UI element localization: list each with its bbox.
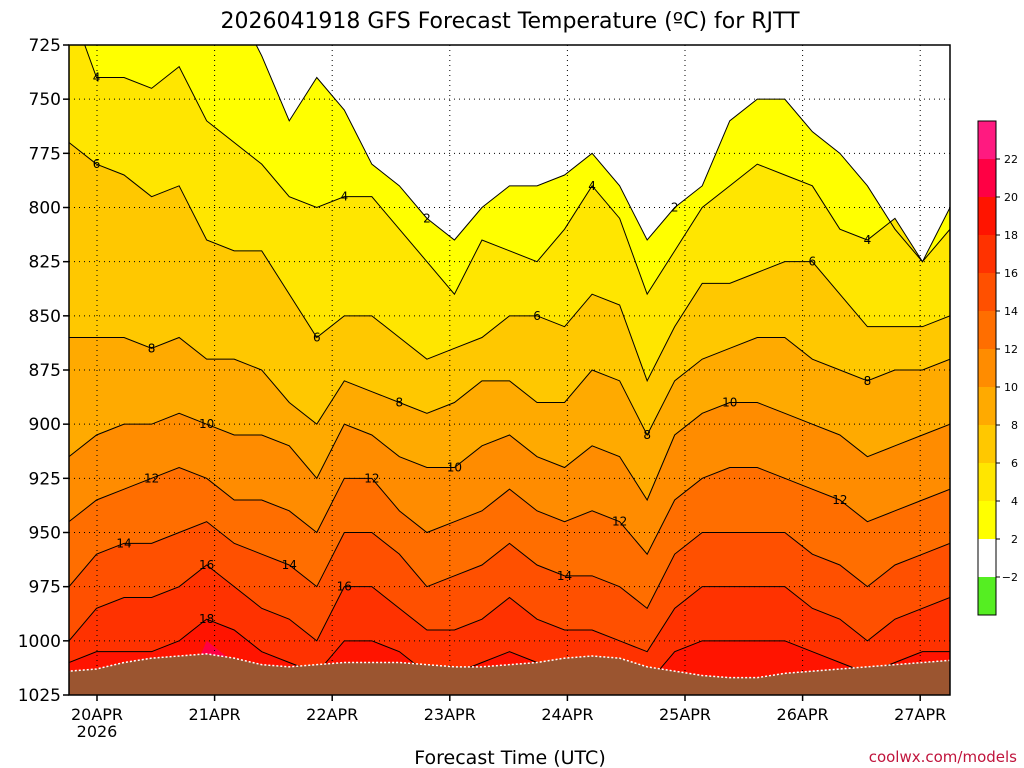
legend-frame — [977, 120, 997, 616]
y-tick-925: 925 — [29, 469, 61, 489]
y-axis: 725 750 775 800 825 850 875 900 925 950 975 1000 102… — [18, 36, 69, 706]
contour-label-8: 8 — [148, 341, 156, 355]
contour-label-10: 10 — [447, 461, 462, 475]
legend-swatch-8_to_10 — [978, 387, 996, 425]
x-tick-20APR: 20APR — [71, 705, 123, 724]
contour-label-2: 2 — [671, 201, 679, 215]
contour-label-8: 8 — [396, 396, 404, 410]
ground-surface — [69, 653, 950, 695]
contour-label-6: 6 — [809, 255, 817, 269]
contour-label-10: 10 — [722, 396, 737, 410]
x-tick-26APR: 26APR — [777, 705, 829, 724]
isotherm-t_10 — [69, 402, 950, 502]
legend-swatch-20_to_22 — [978, 159, 996, 197]
legend-label-9: 4 — [1011, 495, 1018, 508]
contour-label-8: 8 — [643, 428, 651, 442]
ground-fill — [69, 653, 950, 695]
grid-lines — [69, 45, 950, 695]
legend-label-10: 2 — [1011, 533, 1018, 546]
x-tick-22APR: 22APR — [306, 705, 358, 724]
contour-label-4: 4 — [864, 233, 872, 247]
contour-label-16: 16 — [199, 558, 214, 572]
contour-labels: 2 2 4 4 4 4 6 6 6 6 8 8 8 8 10 10 10 12 12 12 12 14 14 14 16 16 18 — [93, 71, 872, 627]
legend-swatch-10_to_12 — [978, 349, 996, 387]
isotherm-t_4 — [84, 45, 950, 296]
contour-label-12: 12 — [832, 493, 847, 507]
isotherm-t_16 — [69, 564, 950, 653]
x-tick-27APR: 27APR — [894, 705, 946, 724]
x-tick-25APR: 25APR — [659, 705, 711, 724]
y-tick-750: 750 — [29, 90, 61, 110]
legend-swatch-16_to_18 — [978, 235, 996, 273]
legend-swatch--2_to_2 — [978, 539, 996, 577]
temperature-bands — [69, 45, 950, 695]
contour-label-18: 18 — [199, 612, 214, 626]
contour-label-14: 14 — [282, 558, 297, 572]
y-tick-825: 825 — [29, 253, 61, 273]
isotherm-t_8 — [69, 336, 950, 437]
legend-label-0: 22 — [1004, 153, 1018, 166]
legend-label-7: 8 — [1011, 419, 1018, 432]
legend-label-11: −2 — [1002, 571, 1018, 584]
contour-label-6: 6 — [93, 157, 101, 171]
isotherm-t_18 — [69, 618, 950, 685]
credit-text: coolwx.com/models — [869, 748, 1017, 766]
contour-label-14: 14 — [557, 569, 572, 583]
color-legend: 22 20 18 16 14 12 10 8 6 4 2 −2 — [977, 120, 1018, 616]
legend-swatch-6_to_8 — [978, 425, 996, 463]
contour-label-6: 6 — [313, 331, 321, 345]
legend-swatch-14_to_16 — [978, 273, 996, 311]
y-tick-900: 900 — [29, 415, 61, 435]
legend-swatch-4_to_6 — [978, 463, 996, 501]
chart-title: 2026041918 GFS Forecast Temperature (ºC)… — [220, 9, 800, 34]
contour-label-12: 12 — [144, 471, 159, 485]
plot-area — [69, 45, 950, 695]
legend-label-8: 6 — [1011, 457, 1018, 470]
x-axis: 20APR 21APR 22APR 23APR 24APR 25APR 26APR 27APR — [71, 695, 946, 724]
x-tick-24APR: 24APR — [541, 705, 593, 724]
contour-label-10: 10 — [199, 417, 214, 431]
y-tick-1025: 1025 — [18, 686, 61, 706]
legend-label-5: 12 — [1004, 343, 1018, 356]
contour-label-16: 16 — [337, 580, 352, 594]
contour-label-2: 2 — [423, 211, 431, 225]
y-tick-800: 800 — [29, 199, 61, 219]
x-axis-year: 2026 — [77, 722, 118, 741]
legend-swatch-18_to_20 — [978, 197, 996, 235]
contour-label-4: 4 — [93, 71, 101, 85]
y-tick-1000: 1000 — [18, 632, 61, 652]
y-tick-975: 975 — [29, 578, 61, 598]
legend-label-6: 10 — [1004, 381, 1018, 394]
x-axis-label: Forecast Time (UTC) — [414, 747, 605, 768]
legend-label-3: 16 — [1004, 267, 1018, 280]
contour-label-4: 4 — [340, 190, 348, 204]
legend-swatch-2_to_4 — [978, 501, 996, 539]
legend-swatch-above_22 — [978, 121, 996, 159]
legend-swatch-12_to_14 — [978, 311, 996, 349]
x-tick-23APR: 23APR — [424, 705, 476, 724]
contour-label-14: 14 — [116, 536, 131, 550]
isotherm-t_12 — [69, 466, 950, 556]
contour-label-12: 12 — [364, 471, 379, 485]
y-tick-850: 850 — [29, 307, 61, 327]
legend-label-2: 18 — [1004, 229, 1018, 242]
y-tick-725: 725 — [29, 36, 61, 56]
isotherm-t_14 — [69, 521, 950, 610]
y-tick-875: 875 — [29, 361, 61, 381]
contour-label-4: 4 — [588, 179, 596, 193]
legend-label-4: 14 — [1004, 305, 1018, 318]
y-tick-950: 950 — [29, 524, 61, 544]
legend-label-1: 20 — [1004, 191, 1018, 204]
contour-label-6: 6 — [533, 309, 541, 323]
isotherm-t_2 — [255, 45, 950, 263]
contour-label-12: 12 — [612, 515, 627, 529]
contour-label-8: 8 — [864, 374, 872, 388]
legend-swatch-below_-2 — [978, 577, 996, 615]
x-tick-21APR: 21APR — [189, 705, 241, 724]
y-tick-775: 775 — [29, 144, 61, 164]
